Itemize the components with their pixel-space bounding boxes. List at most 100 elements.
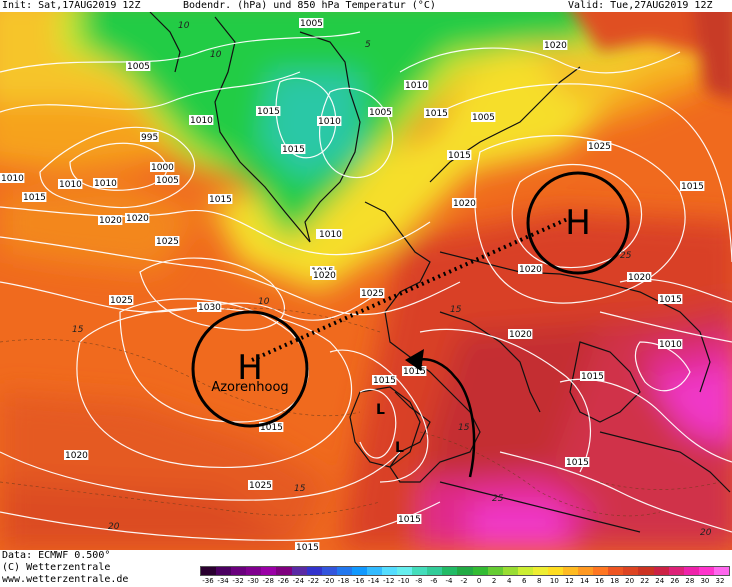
colorbar-tick-label: -6 bbox=[430, 577, 438, 585]
colorbar-swatch bbox=[698, 567, 715, 575]
colorbar-swatch bbox=[578, 567, 594, 575]
isobar-label: 1020 bbox=[453, 199, 476, 209]
isobar-label-bg bbox=[259, 422, 284, 432]
isobar-label: 1015 bbox=[398, 515, 421, 525]
isobar-label: 1015 bbox=[659, 295, 682, 305]
colorbar-tick-label: -8 bbox=[415, 577, 423, 585]
isobar-label-bg bbox=[397, 514, 422, 524]
temperature-label: 20 bbox=[700, 528, 712, 538]
isobar-label: 1020 bbox=[99, 216, 122, 226]
colorbar-tick-label: -12 bbox=[382, 577, 395, 585]
colorbar-swatch bbox=[397, 567, 413, 575]
isobar-label: 1020 bbox=[313, 271, 336, 281]
isobar-label-bg bbox=[126, 61, 151, 71]
isobar-label: 1015 bbox=[566, 458, 589, 468]
isobar-label-bg bbox=[508, 329, 533, 339]
isobar-label-bg bbox=[150, 162, 175, 172]
isobar-label-bg bbox=[518, 264, 543, 274]
isobar-label: 1020 bbox=[65, 451, 88, 461]
isobar-label: 1005 bbox=[156, 176, 179, 186]
colorbar-swatch bbox=[321, 567, 338, 575]
isobars bbox=[0, 31, 732, 541]
isobar-label: 1020 bbox=[628, 273, 651, 283]
isobar-label: 1020 bbox=[126, 214, 149, 224]
isobar-label-bg bbox=[404, 80, 429, 90]
colorbar-swatch bbox=[276, 567, 292, 575]
colorbar-tick-label: -10 bbox=[398, 577, 410, 585]
colorbar-swatch bbox=[366, 567, 383, 575]
colorbar-tick-label: -32 bbox=[232, 577, 244, 585]
colorbar-tick-label: 20 bbox=[625, 577, 635, 585]
isobar-label-bg bbox=[318, 229, 343, 239]
colorbar-swatch bbox=[623, 567, 639, 575]
isobar-label: 1030 bbox=[198, 303, 221, 313]
colorbar-swatch bbox=[668, 567, 685, 575]
colorbar-tick-label: 18 bbox=[610, 577, 620, 585]
low-label-1: L bbox=[376, 402, 385, 418]
colorbar-swatch bbox=[653, 567, 670, 575]
colorbar-swatch bbox=[502, 567, 519, 575]
colorbar-swatch bbox=[231, 567, 247, 575]
colorbar-tick-label: -16 bbox=[352, 577, 365, 585]
colorbar-tick-label: 16 bbox=[595, 577, 604, 585]
low-label-2: L bbox=[395, 440, 404, 456]
temperature-label: 15 bbox=[458, 423, 470, 433]
isobar-label: 1015 bbox=[209, 195, 232, 205]
temperature-label: 25 bbox=[492, 494, 504, 504]
temperature-label: 10 bbox=[210, 50, 222, 60]
colorbar-tick-label: 14 bbox=[580, 577, 589, 585]
isobar-label: 1015 bbox=[448, 151, 471, 161]
isobar-label-bg bbox=[64, 450, 89, 460]
colorbar-tick-label: -24 bbox=[292, 577, 305, 585]
isobar-label-bg bbox=[565, 457, 590, 467]
colorbar-swatch bbox=[638, 567, 655, 575]
isobar-label: 995 bbox=[141, 133, 158, 143]
colorbar-tick-label: 26 bbox=[670, 577, 680, 585]
colorbar-tick-label: -18 bbox=[337, 577, 350, 585]
isobar-label-bg bbox=[402, 366, 427, 376]
isobar-label-bg bbox=[22, 192, 47, 202]
isobar-label-bg bbox=[93, 178, 118, 188]
colorbar-swatch bbox=[547, 567, 564, 575]
isobar-label-bg bbox=[189, 115, 214, 125]
isobar-label-bg bbox=[447, 150, 472, 160]
azores-high-label: Azorenhoog bbox=[211, 380, 288, 395]
colorbar-tick-label: -4 bbox=[445, 577, 453, 585]
colorbar-swatch bbox=[201, 567, 217, 575]
isobar-label: 1005 bbox=[300, 19, 323, 29]
isobar-label: 1025 bbox=[361, 289, 384, 299]
temp-contours bbox=[0, 307, 721, 517]
isobar-label-bg bbox=[471, 112, 496, 122]
isobar-label: 1010 bbox=[659, 340, 682, 350]
isobar-label-bg bbox=[452, 198, 477, 208]
isobar-label-bg bbox=[197, 302, 222, 312]
isobar-label: 1015 bbox=[282, 145, 305, 155]
colorbar-swatch bbox=[261, 567, 277, 575]
isobar-label: 1005 bbox=[472, 113, 495, 123]
temperature-colorbar bbox=[200, 566, 730, 576]
colorbar-swatch bbox=[246, 567, 262, 575]
isobar-label: 1020 bbox=[544, 41, 567, 51]
flow-arrowhead bbox=[405, 349, 424, 371]
isobar-label-bg bbox=[299, 18, 324, 28]
isobar-label: 1015 bbox=[425, 109, 448, 119]
isobar-label: 1010 bbox=[1, 174, 24, 184]
map-header: Init: Sat,17AUG2019 12Z Bodendr. (hPa) u… bbox=[0, 0, 732, 12]
weather-map: 1005100510101015101010151010100510201005… bbox=[0, 12, 732, 550]
colorbar-swatch bbox=[683, 567, 700, 575]
isobar-label: 1020 bbox=[509, 330, 532, 340]
isobar-label: 1025 bbox=[110, 296, 133, 306]
temperature-label: 15 bbox=[294, 484, 306, 494]
isobar-label-bg bbox=[680, 181, 705, 191]
coastlines bbox=[149, 12, 731, 533]
colorbar-tick-label: -22 bbox=[307, 577, 320, 585]
isobar-label: 1010 bbox=[405, 81, 428, 91]
colorbar-tick-label: -34 bbox=[217, 577, 229, 585]
colorbar-swatch bbox=[336, 567, 353, 575]
colorbar-tick-label: 24 bbox=[655, 577, 665, 585]
isobar-label-bg bbox=[587, 141, 612, 151]
isobar-label: 1005 bbox=[127, 62, 150, 72]
colorbar-tick-label: -30 bbox=[247, 577, 259, 585]
colorbar-tick-label: 4 bbox=[506, 577, 512, 585]
flow-arrow bbox=[417, 358, 476, 478]
